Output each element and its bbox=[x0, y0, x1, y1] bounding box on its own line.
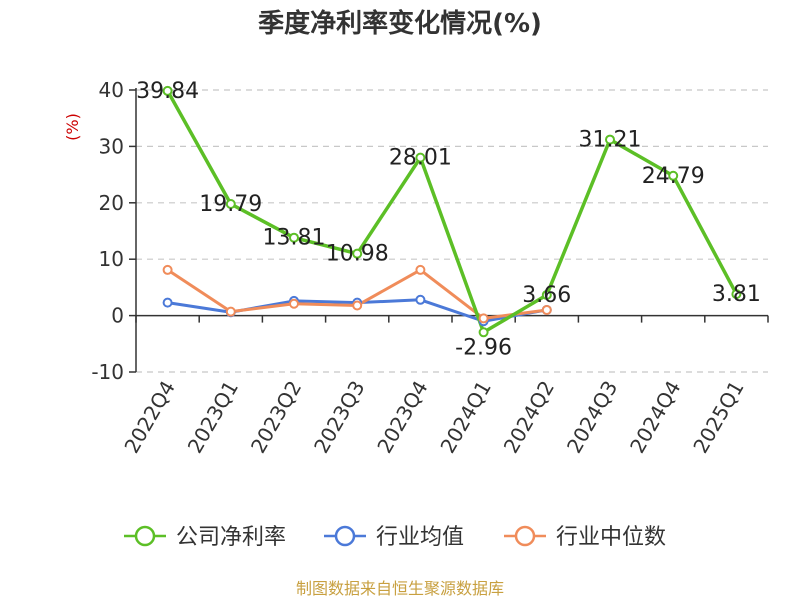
data-point bbox=[478, 313, 489, 324]
x-tick-label: 2022Q4 bbox=[119, 377, 179, 458]
data-label: -2.96 bbox=[455, 335, 512, 360]
x-tick-label: 2023Q3 bbox=[309, 377, 369, 458]
data-point bbox=[162, 264, 173, 275]
data-label: 31.21 bbox=[579, 128, 642, 153]
data-label: 3.66 bbox=[522, 283, 571, 308]
data-point bbox=[352, 248, 363, 259]
data-label: 19.79 bbox=[199, 192, 262, 217]
x-tick-label: 2024Q2 bbox=[499, 377, 559, 458]
data-point bbox=[162, 85, 173, 96]
grid-lines bbox=[136, 89, 768, 373]
source-note: 制图数据来自恒生聚源数据库 bbox=[296, 579, 504, 598]
x-tick-label: 2024Q3 bbox=[562, 377, 622, 458]
data-point bbox=[541, 289, 552, 300]
data-point bbox=[415, 152, 426, 163]
x-tick-label: 2023Q4 bbox=[372, 377, 432, 458]
y-tick-label: 10 bbox=[99, 247, 124, 271]
legend-item[interactable]: 行业均值 bbox=[324, 525, 464, 550]
y-axis-label: (%) bbox=[63, 113, 82, 141]
x-tick-label: 2024Q4 bbox=[625, 377, 685, 458]
legend[interactable]: 公司净利率 行业均值 行业中位数 bbox=[124, 525, 666, 550]
y-tick-label: 30 bbox=[99, 134, 124, 158]
data-point bbox=[225, 306, 236, 317]
y-tick-label: 20 bbox=[99, 191, 124, 215]
data-point bbox=[352, 300, 363, 311]
legend-swatch-marker bbox=[334, 525, 356, 547]
data-label: 13.81 bbox=[263, 226, 326, 251]
legend-label: 行业中位数 bbox=[556, 525, 666, 550]
data-point bbox=[289, 298, 299, 309]
data-point bbox=[605, 134, 615, 145]
legend-label: 公司净利率 bbox=[176, 525, 286, 550]
data-label: 24.79 bbox=[642, 164, 705, 189]
legend-item[interactable]: 公司净利率 bbox=[124, 525, 286, 550]
x-tick-label: 2023Q1 bbox=[183, 377, 243, 458]
chart-title: 季度净利率变化情况(%) bbox=[258, 8, 542, 39]
data-point bbox=[668, 170, 679, 181]
data-point bbox=[731, 289, 742, 300]
y-tick-label: 0 bbox=[111, 304, 124, 328]
legend-item[interactable]: 行业中位数 bbox=[504, 525, 666, 550]
y-tick-label: 40 bbox=[99, 78, 124, 102]
x-tick-label: 2023Q2 bbox=[246, 377, 306, 458]
legend-swatch-marker bbox=[134, 525, 156, 547]
y-tick-label: -10 bbox=[91, 360, 124, 384]
data-point bbox=[162, 297, 173, 308]
data-points bbox=[162, 85, 742, 338]
data-point bbox=[225, 198, 236, 209]
series-line bbox=[166, 90, 738, 335]
data-label: 39.84 bbox=[136, 79, 199, 104]
data-point bbox=[415, 294, 426, 305]
data-point bbox=[289, 232, 299, 243]
legend-label: 行业均值 bbox=[376, 525, 464, 550]
data-label: 28.01 bbox=[389, 146, 452, 171]
data-point bbox=[415, 264, 426, 275]
data-point bbox=[478, 327, 489, 338]
data-label: 10.98 bbox=[326, 242, 389, 267]
data-label: 3.81 bbox=[712, 282, 761, 307]
data-point bbox=[541, 304, 552, 315]
x-tick-label: 2024Q1 bbox=[435, 377, 495, 458]
legend-swatch-marker bbox=[514, 525, 536, 547]
x-tick-label: 2025Q1 bbox=[688, 377, 748, 458]
